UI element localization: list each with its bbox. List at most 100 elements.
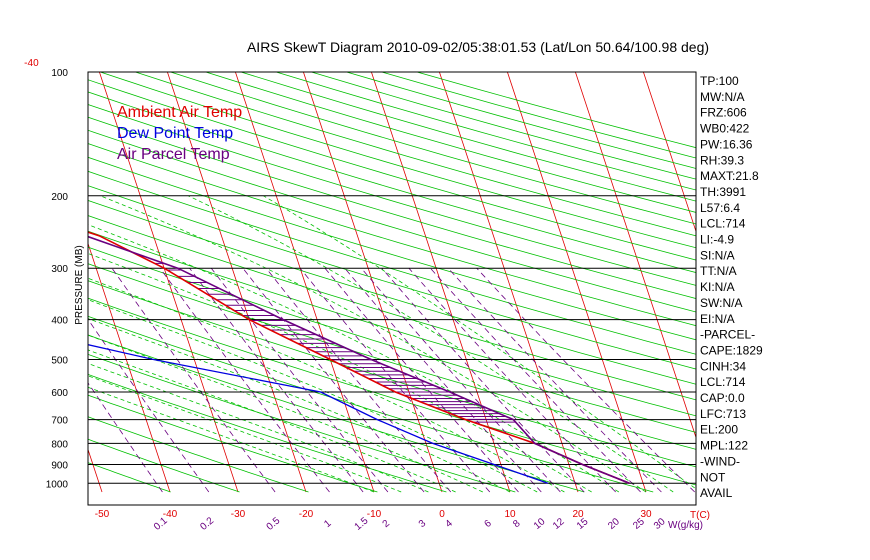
bottom-temp-tick-label: -40 bbox=[163, 509, 178, 520]
index-label: CAPE:1829 bbox=[700, 343, 763, 357]
mixing-ratio-line bbox=[111, 267, 276, 493]
isotherm-line bbox=[88, 242, 171, 493]
moist-adiabat-line bbox=[88, 253, 592, 493]
moist-adiabat-line bbox=[88, 299, 538, 493]
index-label: LCL:714 bbox=[700, 217, 746, 231]
moist-adiabat-line bbox=[88, 318, 511, 493]
dry-adiabat-line bbox=[381, 72, 696, 159]
index-label: MPL:122 bbox=[700, 439, 748, 453]
dry-adiabat-line bbox=[88, 373, 447, 493]
isotherm-line bbox=[439, 72, 579, 493]
pressure-tick-label: 300 bbox=[51, 264, 68, 275]
dry-adiabat-line bbox=[88, 170, 696, 355]
dry-adiabat-line bbox=[88, 143, 696, 327]
mixing-ratio-tick-label: 12 bbox=[551, 516, 567, 532]
moist-adiabat-line bbox=[188, 195, 674, 493]
dry-adiabat-line bbox=[88, 116, 696, 299]
index-label: SW:N/A bbox=[700, 296, 742, 310]
pressure-tick-label: 600 bbox=[51, 388, 68, 399]
index-label: LI:-4.9 bbox=[700, 233, 734, 247]
dry-adiabat-line bbox=[88, 199, 696, 385]
isotherm-line bbox=[643, 72, 696, 233]
mixing-ratio-line bbox=[381, 267, 585, 493]
dry-adiabat-line bbox=[205, 72, 696, 213]
dry-adiabat-line bbox=[88, 416, 309, 493]
dry-adiabat-line bbox=[88, 394, 378, 493]
index-label: RH:39.3 bbox=[700, 153, 744, 167]
dry-adiabat-line bbox=[88, 156, 696, 341]
isotherm-line bbox=[575, 72, 696, 439]
dry-adiabat-line bbox=[88, 263, 696, 450]
dry-adiabat-line bbox=[88, 315, 654, 493]
isotherm-line bbox=[507, 72, 647, 493]
mixing-ratio-ticks: 0.1 0.2 0.5 1 1.5 2 3 4 6 8 10 12 15 20 25 30 bbox=[152, 515, 668, 533]
index-label: NOT bbox=[700, 470, 726, 484]
index-label: AVAIL bbox=[700, 486, 733, 500]
index-label: LFC:713 bbox=[700, 407, 746, 421]
sounding-series bbox=[88, 231, 630, 485]
plot-area bbox=[88, 72, 696, 493]
dry-adiabat-line bbox=[88, 246, 696, 433]
index-label: TH:3991 bbox=[700, 185, 746, 199]
ambient-temp-line bbox=[88, 231, 630, 485]
moist-adiabat-line bbox=[88, 224, 620, 493]
legend-air-parcel-temp: Air Parcel Temp bbox=[117, 146, 230, 163]
bottom-temp-tick-label: 0 bbox=[439, 509, 445, 520]
mixing-ratio-line bbox=[344, 267, 542, 493]
index-label: FRZ:606 bbox=[700, 106, 747, 120]
dry-adiabat-line bbox=[88, 129, 696, 313]
moist-adiabat-line bbox=[88, 334, 483, 493]
mixing-ratio-line bbox=[210, 267, 389, 493]
plot-frame bbox=[87, 71, 697, 506]
pressure-tick-label: 800 bbox=[51, 439, 68, 450]
mixing-ratio-label: W(g/kg) bbox=[668, 520, 703, 531]
mixing-ratio-tick-label: 10 bbox=[532, 516, 548, 532]
pressure-tick-label: 900 bbox=[51, 460, 68, 471]
mixing-ratio-tick-label: 0.5 bbox=[265, 515, 283, 533]
pressure-tick-label: 400 bbox=[51, 316, 68, 327]
dry-adiabat-line bbox=[276, 72, 696, 191]
moist-adiabat-line bbox=[88, 349, 456, 493]
mixing-ratio-line bbox=[159, 267, 330, 493]
isotherm-line bbox=[167, 72, 307, 493]
x-axis-label: T(C) bbox=[690, 510, 710, 521]
legend-ambient-air-temp: Ambient Air Temp bbox=[117, 104, 242, 121]
bottom-temp-tick-label: -20 bbox=[299, 509, 314, 520]
pressure-tick-label: 700 bbox=[51, 416, 68, 427]
mixing-ratio-line bbox=[360, 267, 561, 493]
dry-adiabat-line bbox=[88, 215, 696, 401]
moist-adiabat-line bbox=[100, 195, 647, 493]
dry-adiabat-line bbox=[311, 72, 696, 180]
bottom-temp-tick-label: -30 bbox=[231, 509, 246, 520]
bottom-temp-tick-label: 30 bbox=[640, 509, 652, 520]
index-label: CAP:0.0 bbox=[700, 391, 745, 405]
legend: Ambient Air Temp Dew Point Temp Air Parc… bbox=[117, 104, 242, 163]
mixing-ratio-tick-label: 6 bbox=[483, 518, 495, 530]
dry-adiabat-line bbox=[88, 91, 696, 274]
mixing-ratio-tick-label: 4 bbox=[444, 518, 456, 530]
dry-adiabat-line bbox=[88, 79, 696, 261]
moist-adiabat-line bbox=[88, 277, 565, 493]
index-label: MAXT:21.8 bbox=[700, 169, 759, 183]
index-label: EI:N/A bbox=[700, 312, 735, 326]
bottom-temp-tick-label: 20 bbox=[572, 509, 584, 520]
mixing-ratio-line bbox=[447, 267, 662, 493]
dry-adiabat-line bbox=[88, 334, 585, 493]
index-label: -WIND- bbox=[700, 454, 740, 468]
bottom-temp-tick-label: 10 bbox=[504, 509, 516, 520]
dew-point-line bbox=[88, 344, 549, 484]
dry-adiabat-line bbox=[88, 462, 171, 493]
pressure-ticks: 100 200 300 400 500 600 700 800 900 1000 bbox=[46, 68, 69, 490]
y-axis-label: PRESSURE (MB) bbox=[74, 245, 85, 324]
dry-adiabat-line bbox=[88, 297, 696, 486]
index-label: KI:N/A bbox=[700, 280, 735, 294]
pressure-tick-label: 1000 bbox=[46, 479, 69, 490]
mixing-ratio-tick-label: 30 bbox=[652, 516, 668, 532]
index-label: TT:N/A bbox=[700, 264, 737, 278]
mixing-ratio-line bbox=[476, 267, 695, 493]
dry-adiabat-line bbox=[88, 280, 696, 468]
mixing-ratio-tick-label: 0.2 bbox=[198, 515, 216, 533]
isotherm-line bbox=[235, 72, 375, 493]
dry-adiabat-line bbox=[170, 72, 696, 225]
mixing-ratio-line bbox=[242, 267, 425, 493]
